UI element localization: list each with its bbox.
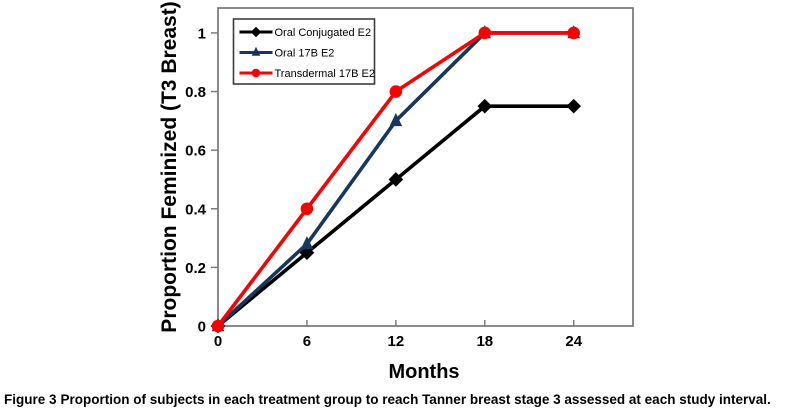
y-tick-label: 0.4 bbox=[185, 201, 207, 218]
y-tick-label: 1 bbox=[198, 25, 206, 42]
x-axis-title: Months bbox=[388, 361, 460, 383]
legend: Oral Conjugated E2 Oral 17B E2 Transdermal… bbox=[232, 18, 376, 85]
y-tick-label: 0.6 bbox=[185, 143, 206, 160]
x-tick-label: 24 bbox=[565, 333, 582, 350]
data-point-marker bbox=[300, 202, 314, 216]
series-line bbox=[216, 104, 574, 328]
figure-caption: Figure 3 Proportion of subjects in each t… bbox=[4, 391, 792, 408]
data-point-marker bbox=[478, 26, 492, 40]
y-tick-label: 0 bbox=[198, 319, 206, 336]
x-tick-label: 12 bbox=[388, 333, 405, 350]
legend-marker bbox=[251, 46, 261, 56]
legend-item-label: Transdermal 17B E2 bbox=[275, 68, 375, 80]
data-point-marker bbox=[566, 98, 582, 114]
caption-text: Proportion of subjects in each treatment… bbox=[60, 392, 771, 407]
y-axis-title: Proportion Feminized (T3 Breast) bbox=[158, 1, 181, 333]
legend-item-label: Oral Conjugated E2 bbox=[275, 27, 372, 39]
legend-item-label: Oral 17B E2 bbox=[275, 48, 335, 60]
data-point-marker bbox=[567, 26, 581, 40]
data-point-marker bbox=[389, 85, 403, 98]
data-point-marker bbox=[211, 319, 225, 333]
series-oral-conjugated-e2 bbox=[210, 98, 582, 334]
x-tick-label: 6 bbox=[303, 333, 311, 350]
x-tick-label: 0 bbox=[214, 333, 222, 350]
data-point-marker bbox=[300, 236, 314, 250]
series-transdermal-17b-e2 bbox=[211, 26, 581, 333]
y-tick-label: 0.8 bbox=[185, 84, 206, 101]
data-point-marker bbox=[477, 98, 493, 114]
legend-item: Oral 17B E2 bbox=[239, 46, 335, 60]
chart-canvas: 0 6 12 18 24 0 0.2 0.4 0.6 0.8 1 Oral Conjugated E2… bbox=[185, 7, 634, 350]
legend-item: Transdermal 17B E2 bbox=[239, 68, 375, 80]
data-point-marker bbox=[388, 172, 404, 187]
data-point-marker bbox=[389, 113, 403, 127]
legend-marker bbox=[250, 26, 262, 38]
legend-marker bbox=[251, 68, 261, 78]
legend-item: Oral Conjugated E2 bbox=[239, 26, 372, 39]
y-tick-label: 0.2 bbox=[185, 260, 206, 277]
x-tick-label: 18 bbox=[476, 333, 493, 350]
caption-label: Figure 3 bbox=[4, 392, 57, 407]
plot-border bbox=[217, 7, 634, 327]
